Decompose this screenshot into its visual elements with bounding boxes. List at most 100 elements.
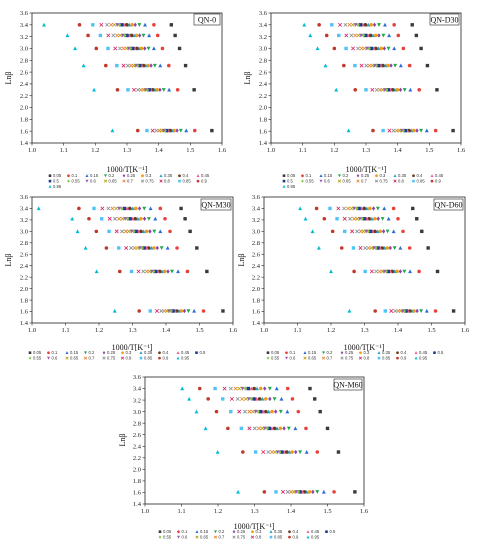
legend-label: 0.55 [72,178,81,183]
data-point-alpha-095 [308,33,313,38]
data-point-alpha-065 [355,216,360,221]
legend-marker [282,184,286,188]
data-point-alpha-005 [435,88,439,92]
data-point-alpha-095 [315,46,320,51]
data-point-alpha-05 [122,206,127,211]
data-point-alpha-065 [120,216,125,221]
data-point-alpha-08 [350,229,355,234]
legend-item-alpha-03: 0.3 [375,173,386,178]
data-point-alpha-085 [221,397,225,401]
legend-marker [282,174,286,177]
x-tick-label: 1.2 [91,147,99,154]
legend-marker [412,174,415,178]
legend-marker [159,179,163,183]
y-tick-label: 2.6 [252,251,261,258]
y-tick-label: 3.2 [20,34,28,41]
data-point-alpha-085 [351,246,356,250]
data-point-alpha-02 [152,229,157,234]
data-point-alpha-005 [411,206,415,211]
legend-label: 0.4 [183,173,189,178]
x-tick-label: 1.1 [299,147,307,154]
data-point-alpha-075 [393,308,398,313]
legend-item-alpha-08: 0.8 [159,178,170,183]
data-point-alpha-085 [330,23,334,27]
y-tick-label: 2.2 [252,274,260,281]
legend-marker [176,356,180,360]
data-point-alpha-055 [136,63,140,68]
data-point-alpha-06 [117,206,122,211]
legend-marker [28,356,32,360]
legend-item-alpha-035: 0.35 [393,173,407,178]
data-point-alpha-03 [395,88,400,92]
legend-label: 0.65 [109,178,118,183]
data-point-alpha-07 [132,245,137,250]
data-point-alpha-09 [332,46,337,51]
legend-item-alpha-045: 0.45 [196,173,210,178]
legend-marker [48,174,52,177]
legend-label: 0.75 [345,355,354,360]
data-point-alpha-05 [369,46,374,51]
legend-label: 0.65 [308,355,317,360]
data-point-alpha-075 [106,206,111,211]
legend-item-alpha-065: 0.65 [65,355,79,360]
data-point-alpha-03 [162,269,167,274]
y-tick-label: 2.4 [259,81,268,88]
data-point-alpha-095 [112,308,117,313]
legend-marker [301,179,304,183]
data-point-alpha-02 [375,206,380,211]
legend-label: 0.85 [274,534,283,539]
y-tick-label: 1.6 [20,128,29,135]
panel-qn-0: 1.0 1.1 1.2 1.3 1.4 1.5 1.6 1.4 1.6 1.8 2.0 2.2 2.4 2… [4,10,227,189]
legend-item-alpha-095: 0.95 [414,355,428,360]
data-point-alpha-08 [106,33,111,38]
legend-item-alpha-02: 0.2 [104,173,115,178]
legend-item-alpha-06: 0.6 [85,178,96,183]
data-point-alpha-005 [169,23,174,27]
data-point-alpha-01 [160,46,165,51]
legend-marker [122,174,126,178]
legend-label: 0.4 [417,173,423,178]
legend-item-alpha-065: 0.65 [103,178,118,183]
data-point-alpha-025 [398,269,403,274]
legend-marker [269,535,273,539]
legend-label: 0.4 [401,350,407,355]
data-point-alpha-015 [158,229,163,234]
data-point-alpha-015 [151,46,156,51]
data-point-alpha-06 [352,206,357,211]
panel-label: QN-D60 [435,201,463,210]
y-tick-label: 3.0 [252,229,260,236]
legend-item-alpha-095: 0.95 [48,184,62,189]
legend-label: 0.75 [380,178,389,183]
data-point-alpha-025 [376,216,380,221]
data-point-alpha-09 [353,88,358,92]
data-point-alpha-02 [380,217,385,221]
legend-label: 0.35 [274,529,283,534]
legend-marker [301,174,304,178]
legend-item-alpha-005: 0.05 [266,350,280,355]
legend-marker [282,179,286,183]
data-point-alpha-035 [149,245,154,250]
data-point-alpha-07 [270,450,275,455]
data-point-alpha-09 [330,229,335,234]
data-point-alpha-095 [194,409,199,414]
legend-item-alpha-095: 0.95 [306,534,320,539]
y-tick-label: 3.6 [20,10,29,17]
legend-label: 0.3 [146,173,152,178]
data-point-alpha-065 [126,229,131,234]
data-point-alpha-085 [353,63,357,68]
y-tick-label: 1.6 [252,309,261,316]
legend-label: 0.95 [287,184,296,189]
legend-label: 0.85 [144,355,153,360]
legend-item-alpha-06: 0.6 [319,178,330,183]
data-point-alpha-03 [130,23,134,27]
legend-marker [303,356,307,360]
x-tick-label: 1.5 [195,327,203,334]
legend-item-alpha-065: 0.65 [303,355,317,360]
data-point-alpha-08 [370,87,375,92]
data-point-alpha-015 [398,63,403,68]
data-point-alpha-015 [391,229,396,234]
data-point-alpha-085 [126,88,130,92]
legend-label: 0.1 [52,350,58,355]
data-point-alpha-01 [175,88,180,92]
data-point-alpha-06 [253,409,258,414]
